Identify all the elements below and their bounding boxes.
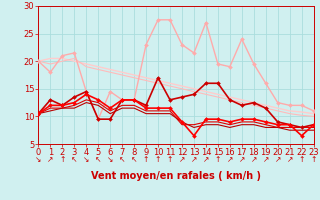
Text: ↑: ↑: [310, 155, 317, 164]
Text: ↘: ↘: [107, 155, 113, 164]
Text: ↖: ↖: [71, 155, 77, 164]
Text: ↑: ↑: [59, 155, 66, 164]
Text: ↗: ↗: [179, 155, 185, 164]
Text: ↗: ↗: [286, 155, 293, 164]
Text: ↑: ↑: [143, 155, 149, 164]
Text: ↑: ↑: [167, 155, 173, 164]
Text: ↗: ↗: [227, 155, 233, 164]
Text: ↖: ↖: [95, 155, 101, 164]
Text: ↗: ↗: [47, 155, 53, 164]
Text: ↖: ↖: [119, 155, 125, 164]
Text: ↑: ↑: [299, 155, 305, 164]
Text: ↑: ↑: [155, 155, 161, 164]
Text: ↗: ↗: [191, 155, 197, 164]
Text: ↖: ↖: [131, 155, 137, 164]
Text: ↗: ↗: [203, 155, 209, 164]
Text: ↘: ↘: [83, 155, 90, 164]
Text: ↗: ↗: [262, 155, 269, 164]
X-axis label: Vent moyen/en rafales ( km/h ): Vent moyen/en rafales ( km/h ): [91, 171, 261, 181]
Text: ↑: ↑: [215, 155, 221, 164]
Text: ↘: ↘: [35, 155, 42, 164]
Text: ↗: ↗: [275, 155, 281, 164]
Text: ↗: ↗: [239, 155, 245, 164]
Text: ↗: ↗: [251, 155, 257, 164]
